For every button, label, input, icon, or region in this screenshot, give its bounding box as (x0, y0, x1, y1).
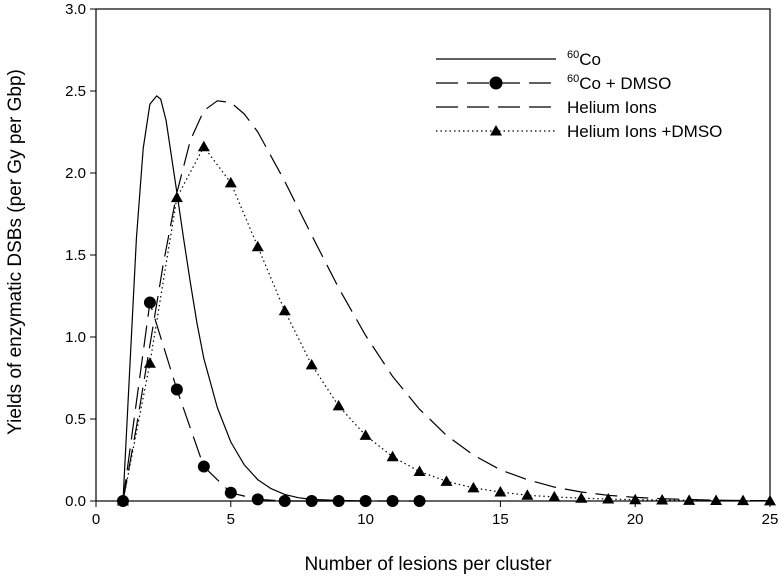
x-axis-title: Number of lesions per cluster (304, 554, 552, 575)
data-point (278, 304, 291, 316)
data-point (467, 481, 480, 493)
x-tick-label: 10 (357, 511, 374, 528)
data-point (548, 490, 561, 502)
x-tick-label: 20 (627, 511, 644, 528)
legend-text: Co (579, 50, 601, 69)
data-point (224, 176, 237, 188)
series-line (122, 146, 771, 502)
legend-label: 60Co (567, 49, 601, 69)
x-axis: 0 5 10 15 20 25 (92, 501, 779, 528)
legend-label: Helium Ions (567, 98, 657, 117)
series-group (116, 140, 776, 506)
data-point (413, 465, 426, 476)
legend-item: 60Co + DMSO (436, 73, 671, 93)
data-point (710, 494, 723, 506)
data-point (602, 493, 615, 504)
data-point (170, 191, 183, 203)
data-point (359, 495, 372, 507)
data-point (143, 357, 156, 368)
data-point (224, 486, 237, 499)
series-group (122, 100, 771, 502)
series-group (116, 296, 426, 507)
legend-text: Co + DMSO (579, 74, 671, 93)
data-point (440, 475, 453, 486)
x-tick-label: 0 (92, 511, 100, 528)
data-point (278, 495, 291, 507)
data-point (764, 494, 776, 506)
y-tick-label: 0.5 (65, 411, 86, 428)
data-point (116, 495, 129, 506)
data-point (629, 493, 642, 505)
data-point (386, 450, 399, 462)
data-point (332, 399, 345, 411)
y-tick-label: 2.0 (65, 165, 86, 182)
series-line (122, 95, 366, 502)
x-tick-label: 15 (492, 511, 509, 528)
legend-item: 60Co (436, 49, 601, 69)
data-point (197, 460, 210, 473)
data-point (251, 493, 264, 506)
y-tick-label: 2.5 (65, 83, 86, 100)
data-point (494, 485, 507, 497)
y-axis: 0.0 0.5 1.0 1.5 2.0 2.5 3.0 (65, 1, 96, 510)
series-group (122, 95, 366, 502)
data-point (170, 383, 183, 396)
y-tick-label: 1.0 (65, 329, 86, 346)
data-point (197, 140, 210, 152)
y-axis-title: Yields of enzymatic DSBs (per Gy per Gbp… (5, 69, 26, 435)
data-point (683, 494, 696, 505)
y-tick-label: 3.0 (65, 1, 86, 18)
legend-superscript: 60 (567, 73, 579, 85)
legend-item: Helium Ions (436, 98, 657, 117)
data-point (656, 494, 669, 505)
y-tick-label: 1.5 (65, 247, 86, 264)
data-point (143, 296, 156, 309)
y-tick-label: 0.0 (65, 493, 86, 510)
legend-superscript: 60 (567, 49, 579, 61)
data-point (359, 429, 372, 440)
series-line (122, 100, 771, 502)
data-point (305, 358, 318, 370)
legend-label: Helium Ions +DMSO (567, 122, 722, 141)
series-line (122, 302, 420, 502)
data-point (521, 489, 534, 500)
legend-label: 60Co + DMSO (567, 73, 671, 93)
x-tick-label: 25 (762, 511, 779, 528)
series-layer (116, 95, 776, 507)
data-point (413, 495, 426, 507)
data-point (386, 495, 399, 507)
data-point (575, 492, 588, 503)
x-tick-label: 5 (227, 511, 235, 528)
legend-marker (490, 125, 502, 136)
data-point (305, 495, 318, 507)
legend-item: Helium Ions +DMSO (436, 122, 722, 141)
data-point (251, 240, 264, 252)
data-point (737, 494, 750, 506)
data-point (332, 495, 345, 507)
legend-marker (489, 76, 503, 90)
